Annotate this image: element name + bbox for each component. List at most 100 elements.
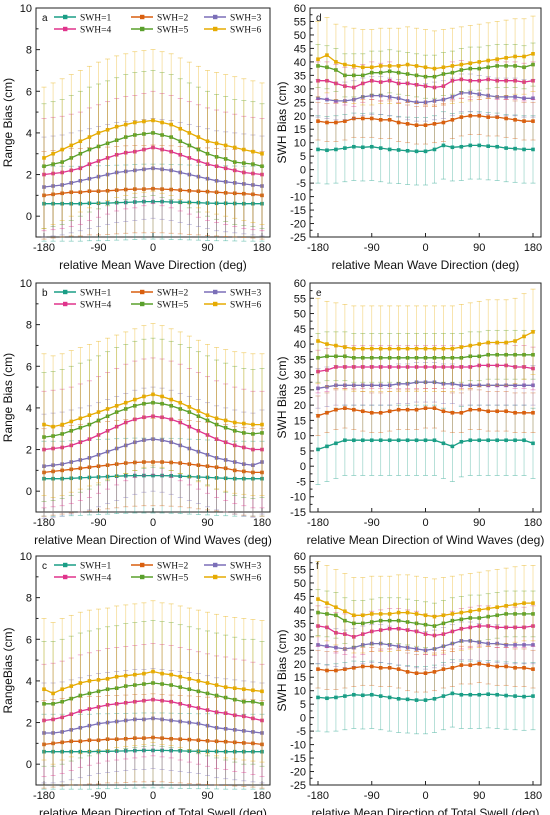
series-swh-5 [41, 70, 265, 230]
legend-label: SWH=2 [157, 289, 188, 299]
x-tick-label: -180 [307, 517, 329, 529]
data-point [205, 464, 210, 468]
data-point [459, 639, 464, 643]
series-swh-6 [41, 323, 265, 498]
data-point [123, 135, 128, 139]
data-point [214, 437, 219, 441]
data-point [522, 383, 526, 388]
y-tick-label: 8 [26, 593, 32, 605]
data-point [260, 476, 264, 481]
series-swh-1 [41, 163, 265, 242]
data-point [441, 694, 446, 698]
data-point [242, 147, 246, 152]
data-point [468, 692, 473, 697]
data-point [214, 749, 219, 754]
data-point [513, 365, 517, 369]
data-point [242, 431, 246, 435]
data-point [169, 440, 173, 445]
data-point [260, 193, 264, 198]
data-point [205, 418, 210, 423]
legend-label: SWH=5 [157, 574, 188, 584]
data-point [378, 365, 383, 369]
data-point [51, 741, 55, 746]
legend-item: SWH=1 [54, 14, 111, 24]
data-point [123, 749, 128, 753]
y-tick-label: -10 [290, 492, 306, 504]
data-point [459, 410, 464, 415]
data-point [42, 193, 46, 198]
data-point [343, 383, 347, 388]
data-point [468, 625, 473, 630]
data-point [123, 407, 128, 411]
data-point [513, 339, 517, 343]
data-point [450, 64, 455, 68]
data-point [87, 201, 92, 206]
data-point [325, 668, 329, 673]
y-axis-title: Range Bias (cm) [1, 78, 15, 167]
data-point [522, 612, 526, 616]
data-point [142, 438, 146, 442]
data-point [378, 146, 383, 150]
data-point [242, 687, 246, 692]
data-point [205, 201, 210, 205]
data-point [87, 176, 92, 181]
data-point [78, 440, 83, 445]
data-point [160, 120, 164, 125]
data-point [242, 462, 246, 466]
data-point [78, 458, 83, 462]
data-point [178, 139, 183, 144]
series-swh-6 [41, 49, 265, 230]
data-point [459, 692, 464, 697]
data-point [468, 616, 473, 620]
data-point [69, 467, 74, 472]
data-point [325, 612, 329, 616]
data-point [60, 147, 64, 152]
y-tick-label: 15 [294, 415, 306, 427]
data-point [441, 667, 446, 671]
data-point [251, 192, 255, 197]
data-point [123, 169, 128, 174]
series-swh-6 [315, 561, 536, 655]
data-point [114, 686, 119, 690]
data-point [396, 610, 401, 615]
data-point [378, 80, 383, 84]
y-tick-label: 6 [26, 634, 32, 646]
data-point [205, 681, 210, 685]
x-tick-label: 90 [201, 517, 213, 529]
data-point [468, 78, 473, 83]
data-point [123, 122, 128, 127]
data-point [232, 476, 237, 481]
data-point [96, 738, 101, 743]
data-point [486, 77, 491, 82]
data-point [396, 64, 401, 68]
data-point [178, 474, 183, 478]
data-point [414, 698, 419, 702]
data-point [51, 184, 55, 188]
data-point [142, 682, 146, 686]
data-point [343, 62, 347, 67]
legend-label: SWH=4 [80, 574, 111, 584]
data-point [495, 692, 499, 697]
data-point [531, 52, 535, 56]
data-point [343, 99, 347, 103]
data-point [87, 707, 92, 711]
data-point [334, 645, 338, 650]
y-tick-label: 10 [294, 686, 306, 698]
data-point [251, 171, 255, 176]
chart-panel-b: b 0 2 4 6 8 10 -180 -90 0 90 180 relative Mean Direc… [1, 278, 272, 547]
data-point [343, 84, 347, 88]
data-point [242, 161, 246, 165]
data-point [432, 74, 437, 79]
data-point [378, 410, 383, 415]
data-point [69, 429, 74, 433]
data-point [151, 716, 155, 721]
data-point [114, 474, 119, 478]
data-point [495, 664, 499, 669]
data-point [369, 692, 374, 697]
data-point [513, 95, 517, 99]
data-point [343, 609, 347, 614]
data-point [196, 449, 201, 454]
data-point [504, 693, 508, 698]
legend-swatch-marker [140, 301, 145, 307]
data-point [352, 383, 356, 388]
